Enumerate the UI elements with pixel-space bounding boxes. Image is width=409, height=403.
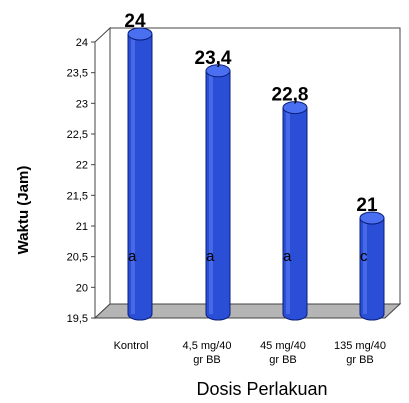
y-tick-label: 23,5 <box>67 68 88 80</box>
bar-top <box>359 211 385 225</box>
data-label: 21 <box>356 195 378 216</box>
category-label: Kontrol <box>114 340 149 352</box>
bar-top <box>127 27 153 41</box>
y-axis-title: Waktu (Jam) <box>15 166 32 255</box>
y-tick-label: 22,5 <box>67 129 88 141</box>
category-label: gr BB <box>193 354 221 366</box>
y-axis-ticks: 19,5 20 20,5 21 21,5 22 22,5 23 23,5 24 <box>67 37 95 325</box>
x-axis-categories: Kontrol 4,5 mg/40 gr BB 45 mg/40 gr BB 135 mg… <box>114 340 386 366</box>
bar-top <box>205 64 231 78</box>
y-tick-label: 20,5 <box>67 252 88 264</box>
significance-letter: c <box>360 248 368 265</box>
bar-highlight <box>209 70 213 314</box>
bars: 24 a 23,4 a 22,8 a 21 c <box>124 11 385 321</box>
category-label: gr BB <box>269 354 297 366</box>
bar-top <box>282 101 308 115</box>
data-label: 22,8 <box>272 85 309 106</box>
bar: 23,4 a <box>195 48 232 321</box>
data-label: 24 <box>124 11 146 32</box>
category-label: gr BB <box>346 354 374 366</box>
bar: 21 c <box>356 195 385 321</box>
y-tick-label: 20 <box>76 282 88 294</box>
category-label: 135 mg/40 <box>334 340 386 352</box>
y-tick-label: 21 <box>76 221 88 233</box>
category-label: 4,5 mg/40 <box>183 340 232 352</box>
y-tick-label: 19,5 <box>67 313 88 325</box>
y-tick-label: 21,5 <box>67 190 88 202</box>
significance-letter: a <box>283 248 292 265</box>
y-tick-label: 22 <box>76 160 88 172</box>
bar: 22,8 a <box>272 85 309 321</box>
y-tick-label: 23 <box>76 98 88 110</box>
bar-highlight <box>363 218 367 314</box>
bar-highlight <box>131 34 135 314</box>
significance-letter: a <box>128 248 137 265</box>
category-label: 45 mg/40 <box>260 340 306 352</box>
bar-highlight <box>286 107 290 314</box>
x-axis-title: Dosis Perlakuan <box>196 379 327 399</box>
back-wall <box>109 27 401 305</box>
data-label: 23,4 <box>195 48 232 69</box>
significance-letter: a <box>206 248 215 265</box>
side-wall <box>94 26 111 320</box>
bar: 24 a <box>124 11 153 321</box>
y-tick-label: 24 <box>76 37 88 49</box>
